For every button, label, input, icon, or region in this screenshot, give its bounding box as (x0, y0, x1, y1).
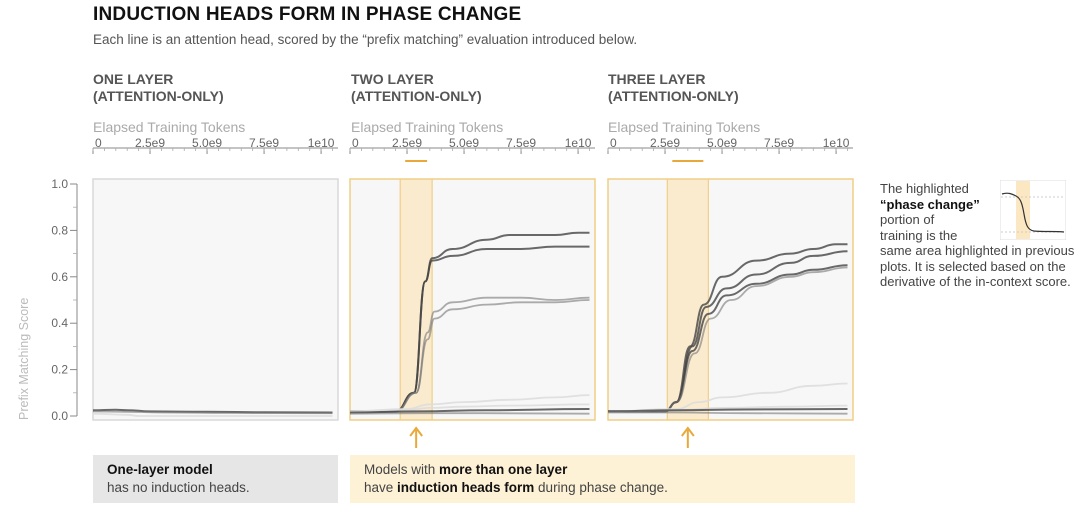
one-layer-callout-text: has no induction heads. (107, 480, 250, 495)
multi-callout-bold-2: induction heads form (397, 480, 535, 495)
one-layer-callout-bold: One-layer model (107, 462, 213, 477)
panel-1-x-tick-label: 1e10 (308, 136, 335, 150)
note-line-2: portion of (880, 212, 935, 227)
panel-2-x-tick-label: 2.5e9 (392, 136, 422, 150)
panel-1-plot-background (93, 179, 338, 420)
panel-3-x-tick-label: 5.0e9 (707, 136, 737, 150)
y-tick-label: 0.4 (51, 316, 68, 330)
y-tick-label: 0.0 (51, 409, 68, 423)
panel-3-phase-arrow-head (681, 426, 695, 437)
panel-2-x-tick-label: 0 (352, 136, 359, 150)
one-layer-callout: One-layer model has no induction heads. (93, 455, 338, 503)
panel-2-series-4-line (350, 299, 590, 413)
panel-2-series-8-line (350, 412, 590, 415)
panel-2-series-2-line (350, 245, 590, 413)
panel-2-series-5-line (350, 394, 590, 413)
x-axis-title-two: Elapsed Training Tokens (351, 119, 504, 135)
note-rest: same area highlighted in previous plots.… (880, 243, 1075, 289)
panel-1-x-tick-label: 5.0e9 (192, 136, 222, 150)
panel-3-series-4-line (608, 266, 848, 413)
note-line-3: training is the (880, 227, 958, 243)
multi-layer-callout: Models with more than one layer have ind… (350, 455, 855, 503)
panel-2-series-7-line (350, 408, 590, 414)
panel-3-x-tick-label: 2.5e9 (650, 136, 680, 150)
panel-3-phase-change-band (667, 179, 709, 420)
panel-title-three-layer: THREE LAYER (ATTENTION-ONLY) (608, 71, 739, 104)
panel-1-series-2-line (93, 410, 333, 415)
panel-title-two-layer: TWO LAYER (ATTENTION-ONLY) (351, 71, 482, 104)
phase-change-inset-thumbnail (1000, 180, 1066, 240)
panel-2-phase-arrow-head (409, 426, 423, 437)
panel-1-x-tick-label: 0 (95, 136, 102, 150)
panel-1-x-tick-label: 2.5e9 (135, 136, 165, 150)
multi-callout-post: during phase change. (534, 480, 668, 495)
x-axis-title-three: Elapsed Training Tokens (608, 119, 761, 135)
page-subtitle: Each line is an attention head, scored b… (93, 32, 638, 47)
panel-3-x-tick-label: 0 (610, 136, 617, 150)
panel-1-x-tick-label: 7.5e9 (249, 136, 279, 150)
y-tick-label: 0.2 (51, 363, 68, 377)
panel-title-one-layer: ONE LAYER (ATTENTION-ONLY) (93, 71, 224, 104)
panel-1-plot-frame (92, 178, 339, 421)
multi-callout-pre: Models with (364, 462, 440, 477)
panel-3-series-5-line (608, 382, 848, 413)
multi-callout-pre-2: have (364, 480, 398, 495)
page-title: INDUCTION HEADS FORM IN PHASE CHANGE (93, 4, 522, 25)
panel-2-x-tick-label: 5.0e9 (449, 136, 479, 150)
panel-2-x-tick-label: 1e10 (565, 136, 592, 150)
panel-1-series-3-line (93, 412, 333, 417)
panel-2-series-6-line (350, 403, 590, 413)
panel-3-plot-frame (607, 178, 854, 421)
y-tick-label: 1.0 (51, 177, 68, 191)
multi-callout-bold-1: more than one layer (439, 462, 568, 477)
panel-2-plot-frame (349, 178, 596, 421)
panel-2-x-tick-label: 7.5e9 (506, 136, 536, 150)
phase-change-note: The highlighted “phase change” portion o… (880, 181, 1075, 290)
panel-3-series-8-line (608, 411, 848, 415)
y-tick-label: 0.8 (51, 223, 68, 237)
panel-3-x-tick-label: 7.5e9 (764, 136, 794, 150)
note-bold: “phase change” (880, 196, 980, 212)
note-line-1: The highlighted (880, 181, 969, 196)
y-tick-label: 0.6 (51, 270, 68, 284)
panel-3-x-tick-label: 1e10 (823, 136, 850, 150)
panel-3-series-7-line (608, 408, 848, 413)
x-axis-title-one: Elapsed Training Tokens (93, 119, 246, 135)
